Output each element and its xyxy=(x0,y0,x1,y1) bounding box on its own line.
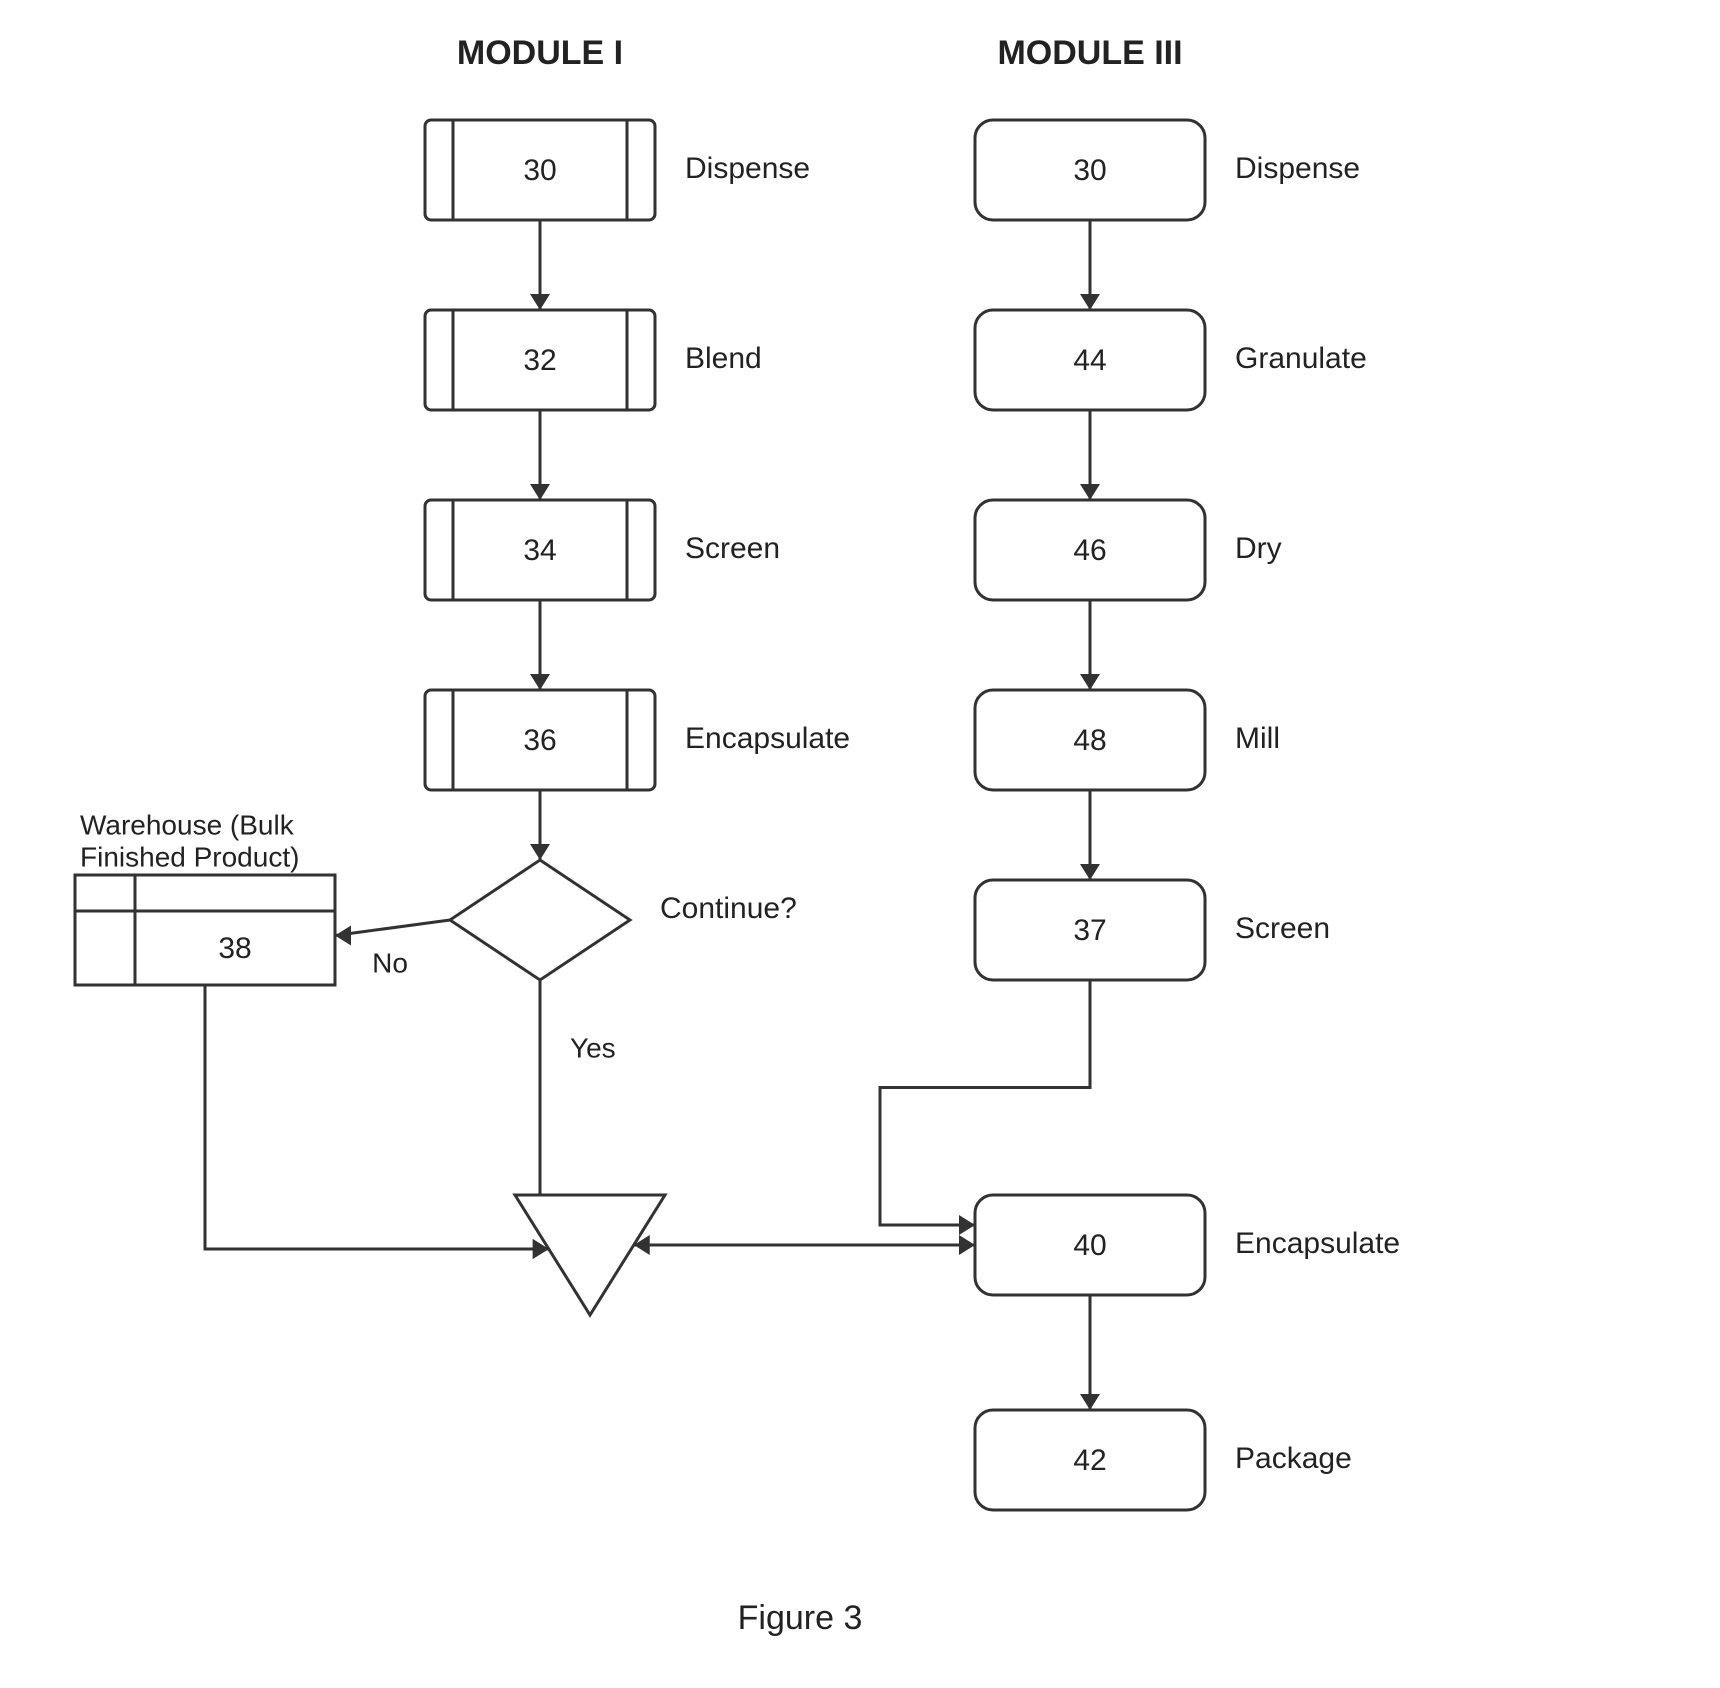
node-label-m1-32: Blend xyxy=(685,342,762,375)
node-m3-46: 46 Dry xyxy=(975,500,1282,600)
edge-yes-label: Yes xyxy=(570,1032,616,1063)
title-module-1: MODULE I xyxy=(457,34,623,72)
title-module-3: MODULE III xyxy=(997,34,1182,72)
node-label-m1-36: Encapsulate xyxy=(685,722,850,755)
node-num-m1-30: 30 xyxy=(523,154,556,187)
node-label-m1-30: Dispense xyxy=(685,152,810,185)
flowchart: MODULE I MODULE III 30 Dispense 32 Blend 34 Scr… xyxy=(0,0,1720,1688)
edge-no-label: No xyxy=(372,947,408,978)
node-num-m1-34: 34 xyxy=(523,534,556,567)
node-label-m3-48: Mill xyxy=(1235,722,1280,755)
node-m3-48: 48 Mill xyxy=(975,690,1280,790)
figure-caption: Figure 3 xyxy=(738,1599,863,1637)
node-m1-30: 30 Dispense xyxy=(425,120,810,220)
node-m3-42: 42 Package xyxy=(975,1410,1352,1510)
decision-label: Continue? xyxy=(660,892,797,925)
node-num-m1-36: 36 xyxy=(523,724,556,757)
node-num-m3-40: 40 xyxy=(1073,1229,1106,1262)
node-label-m3-37: Screen xyxy=(1235,912,1330,945)
node-m1-36: 36 Encapsulate xyxy=(425,690,850,790)
node-num-m3-46: 46 xyxy=(1073,534,1106,567)
svg-text:Finished Product): Finished Product) xyxy=(80,841,299,872)
node-m3-44: 44 Granulate xyxy=(975,310,1367,410)
node-num-m3-44: 44 xyxy=(1073,344,1106,377)
svg-text:38: 38 xyxy=(218,932,251,965)
node-m3-30: 30 Dispense xyxy=(975,120,1360,220)
node-label-m3-44: Granulate xyxy=(1235,342,1367,375)
node-num-m3-42: 42 xyxy=(1073,1444,1106,1477)
node-label-m1-34: Screen xyxy=(685,532,780,565)
node-label-m3-30: Dispense xyxy=(1235,152,1360,185)
node-num-m3-37: 37 xyxy=(1073,914,1106,947)
node-num-m1-32: 32 xyxy=(523,344,556,377)
node-m1-38: 38 Warehouse (BulkFinished Product) xyxy=(75,809,335,985)
node-label-m3-46: Dry xyxy=(1235,532,1282,565)
node-m3-40: 40 Encapsulate xyxy=(975,1195,1400,1295)
decision-continue xyxy=(450,860,630,980)
node-label-m3-42: Package xyxy=(1235,1442,1352,1475)
node-m3-37: 37 Screen xyxy=(975,880,1330,980)
node-num-m3-48: 48 xyxy=(1073,724,1106,757)
node-m1-34: 34 Screen xyxy=(425,500,780,600)
node-label-m3-40: Encapsulate xyxy=(1235,1227,1400,1260)
node-m1-32: 32 Blend xyxy=(425,310,762,410)
svg-text:Warehouse (Bulk: Warehouse (Bulk xyxy=(80,809,295,840)
node-num-m3-30: 30 xyxy=(1073,154,1106,187)
